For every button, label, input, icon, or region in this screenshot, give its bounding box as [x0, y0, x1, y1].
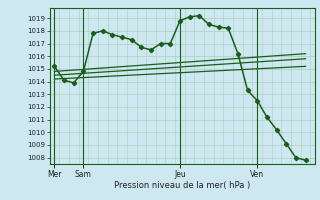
- X-axis label: Pression niveau de la mer( hPa ): Pression niveau de la mer( hPa ): [114, 181, 251, 190]
